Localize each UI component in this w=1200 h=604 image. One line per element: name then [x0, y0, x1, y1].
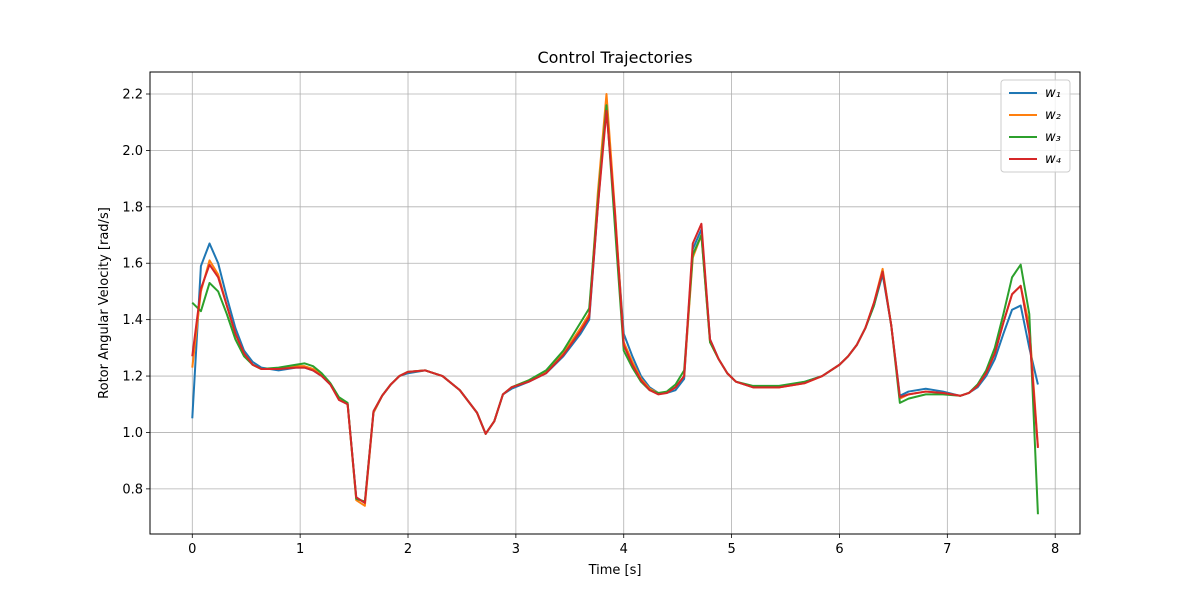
legend-label: w₁ — [1045, 86, 1061, 101]
x-tick-label: 0 — [188, 542, 196, 557]
y-axis-label: Rotor Angular Velocity [rad/s] — [97, 207, 112, 399]
x-tick-label: 6 — [835, 542, 843, 557]
x-tick-label: 5 — [727, 542, 735, 557]
x-tick-label: 4 — [620, 542, 628, 557]
y-tick-label: 1.4 — [122, 313, 143, 328]
plot-frame — [149, 71, 1081, 535]
x-axis-label: Time [s] — [588, 563, 642, 578]
x-tick-label: 3 — [512, 542, 520, 557]
legend-label: w₂ — [1045, 108, 1061, 123]
legend-label: w₄ — [1045, 152, 1062, 167]
y-tick-label: 1.2 — [122, 370, 143, 385]
x-tick-label: 7 — [943, 542, 951, 557]
legend-label: w₃ — [1045, 130, 1061, 145]
y-tick-label: 1.8 — [122, 200, 143, 215]
y-tick-label: 1.6 — [122, 257, 143, 272]
x-tick-label: 8 — [1051, 542, 1059, 557]
chart-title: Control Trajectories — [537, 48, 692, 67]
legend-box — [1000, 79, 1071, 173]
legend: w₁ w₂ w₃ w₄ — [1000, 79, 1071, 173]
line-series — [191, 109, 1039, 504]
x-tick-label: 2 — [404, 542, 412, 557]
y-tick-label: 2.0 — [122, 144, 143, 159]
y-tick-label: 0.8 — [122, 482, 143, 497]
x-tick-label: 1 — [296, 542, 304, 557]
y-tick-label: 1.0 — [122, 426, 143, 441]
y-tick-label: 2.2 — [122, 88, 143, 103]
